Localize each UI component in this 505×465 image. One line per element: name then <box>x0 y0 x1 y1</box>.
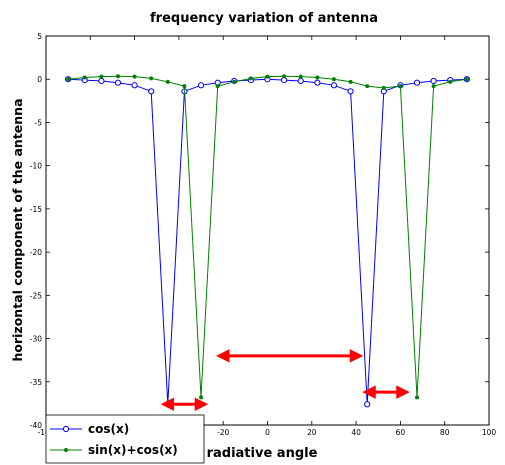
data-point <box>297 77 304 85</box>
data-point <box>431 84 436 89</box>
data-point <box>248 76 253 81</box>
plot-area <box>45 35 490 426</box>
y-tick-label: -35 <box>30 378 42 387</box>
y-tick-label: 0 <box>37 75 42 84</box>
x-tick-label: 60 <box>396 428 406 437</box>
data-point <box>82 75 87 80</box>
legend-marker-sincos <box>64 448 68 452</box>
data-point <box>282 74 287 79</box>
data-point <box>330 82 338 89</box>
data-point <box>265 74 270 79</box>
data-point <box>464 77 469 82</box>
x-tick-label: 80 <box>440 428 450 437</box>
y-axis-label: horizontal component of the antenna <box>10 98 25 361</box>
data-point <box>232 79 237 84</box>
y-tick-label: -15 <box>30 205 42 214</box>
y-tick-label: -20 <box>30 248 42 257</box>
x-tick-label: 100 <box>482 428 497 437</box>
y-tick-label: -10 <box>30 162 42 171</box>
data-point <box>347 88 354 95</box>
data-point <box>413 79 421 86</box>
data-point <box>364 401 371 408</box>
data-point <box>148 88 155 95</box>
data-point <box>131 82 138 89</box>
data-point <box>281 76 288 84</box>
data-point <box>398 84 403 89</box>
series-layer <box>65 74 470 408</box>
y-tick-label: -30 <box>30 335 42 344</box>
data-point <box>381 85 386 90</box>
legend-marker-cos <box>62 425 70 433</box>
data-point <box>66 77 71 82</box>
annotation-layer <box>160 349 410 412</box>
y-tick-label: -40 <box>30 421 42 430</box>
data-point <box>98 77 105 85</box>
x-tick-label: -20 <box>217 428 229 437</box>
data-point <box>315 75 320 80</box>
legend-label-sincos: sin(x)+cos(x) <box>88 443 178 457</box>
data-point <box>165 79 170 84</box>
data-point <box>448 79 453 84</box>
data-point <box>199 395 204 400</box>
y-tick-label: 5 <box>37 32 42 41</box>
x-tick-label: 0 <box>265 428 270 437</box>
y-tick-label: -25 <box>30 291 42 300</box>
data-point <box>430 77 437 85</box>
data-point <box>331 77 336 82</box>
chart-title: frequency variation of antenna <box>150 11 378 26</box>
y-tick-label: -5 <box>35 118 43 127</box>
x-axis-label: radiative angle <box>207 446 318 461</box>
x-tick-label: 40 <box>351 428 361 437</box>
data-point <box>298 74 303 79</box>
data-point <box>415 395 420 400</box>
data-point <box>365 84 370 89</box>
data-point <box>115 74 120 79</box>
y-axis: 5 0 -5 -10 -15 -20 -25 -30 -35 -40 <box>30 32 489 430</box>
data-point <box>132 74 137 79</box>
data-point <box>114 79 122 86</box>
data-point <box>348 79 353 84</box>
legend-box <box>45 414 205 464</box>
data-point <box>99 74 104 79</box>
legend-label-cos: cos(x) <box>88 422 129 436</box>
legend: cos(x) sin(x)+cos(x) <box>45 414 205 464</box>
data-point <box>197 82 205 89</box>
x-tick-label: 20 <box>307 428 317 437</box>
data-point <box>215 84 220 89</box>
data-point <box>149 76 154 81</box>
data-point <box>182 84 187 89</box>
data-point <box>314 79 321 86</box>
